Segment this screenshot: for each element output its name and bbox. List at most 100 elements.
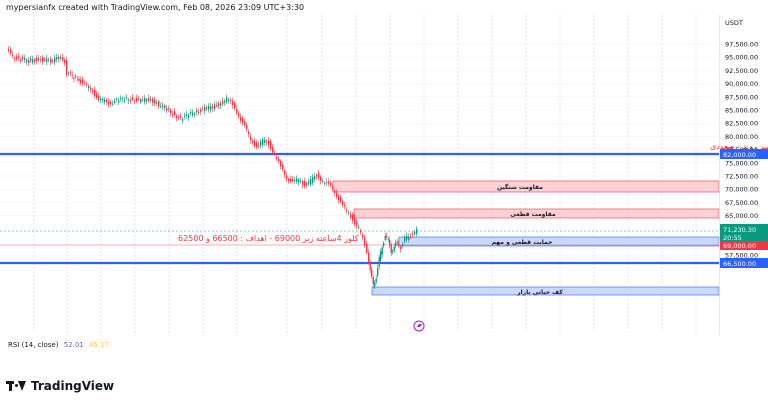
candle-body[interactable] [252,140,254,143]
candle-body[interactable] [168,108,170,110]
candle-body[interactable] [56,57,58,60]
candle-body[interactable] [100,98,102,101]
candle-body[interactable] [126,97,128,99]
candle-body[interactable] [150,99,152,101]
candle-body[interactable] [52,60,54,62]
candle-body[interactable] [368,252,370,263]
candle-body[interactable] [396,241,398,244]
candle-body[interactable] [294,180,296,182]
candle-body[interactable] [188,115,190,118]
candle-body[interactable] [242,118,244,123]
candle-body[interactable] [320,176,322,181]
candle-body[interactable] [348,212,350,214]
candle-body[interactable] [36,57,38,62]
candle-body[interactable] [174,111,176,115]
candle-body[interactable] [302,181,304,185]
candle-body[interactable] [228,99,230,101]
candle-body[interactable] [138,98,140,100]
candle-body[interactable] [106,99,108,102]
candle-body[interactable] [314,176,316,180]
candle-body[interactable] [366,243,368,253]
candle-body[interactable] [310,179,312,185]
candle-body[interactable] [384,235,386,240]
candle-body[interactable] [80,79,82,83]
candle-body[interactable] [32,59,34,63]
candle-body[interactable] [244,121,246,126]
candle-body[interactable] [406,236,408,240]
candle-body[interactable] [134,100,136,102]
candle-body[interactable] [69,72,72,74]
candle-body[interactable] [196,110,198,113]
candle-body[interactable] [240,116,242,121]
candle-body[interactable] [140,99,142,103]
candle-body[interactable] [372,276,374,285]
candle-body[interactable] [132,97,134,100]
candle-body[interactable] [8,49,10,51]
candle-body[interactable] [96,93,98,98]
candle-body[interactable] [296,178,298,182]
candle-body[interactable] [112,103,114,105]
candle-body[interactable] [381,247,383,255]
candle-body[interactable] [20,59,22,62]
candle-body[interactable] [336,192,338,197]
candle-body[interactable] [26,60,28,63]
candle-body[interactable] [71,74,73,76]
candle-body[interactable] [383,242,385,246]
candle-body[interactable] [238,113,240,117]
candle-body[interactable] [280,161,282,167]
candle-body[interactable] [360,230,362,233]
candle-body[interactable] [268,140,270,145]
candle-body[interactable] [142,99,144,101]
candle-body[interactable] [154,99,156,104]
candle-body[interactable] [386,236,388,238]
candle-body[interactable] [286,175,288,179]
candle-body[interactable] [192,112,194,116]
candle-body[interactable] [60,57,62,59]
candle-body[interactable] [94,89,96,97]
candle-body[interactable] [16,56,18,60]
candle-body[interactable] [22,57,24,60]
candle-body[interactable] [176,115,178,118]
candle-body[interactable] [44,59,46,61]
candle-body[interactable] [256,142,258,148]
candle-body[interactable] [156,102,158,104]
candle-body[interactable] [166,108,168,111]
candle-body[interactable] [82,79,84,84]
candle-body[interactable] [330,183,332,186]
candle-body[interactable] [278,158,280,162]
candle-body[interactable] [186,114,188,116]
candle-body[interactable] [260,141,262,146]
candle-body[interactable] [230,100,232,102]
candle-body[interactable] [334,190,336,193]
candle-body[interactable] [118,100,120,103]
candle-body[interactable] [274,152,276,155]
candle-body[interactable] [356,221,358,226]
candle-body[interactable] [114,101,116,103]
candle-body[interactable] [28,59,30,63]
candle-body[interactable] [374,282,376,287]
candle-body[interactable] [170,109,172,113]
candle-body[interactable] [288,178,290,181]
candle-body[interactable] [136,97,138,102]
candle-body[interactable] [387,239,389,240]
chart-canvas[interactable]: مقاومت سنگین مقاومت قطعی حمایت قطعی و مه… [0,15,768,350]
candle-body[interactable] [292,179,294,182]
candle-body[interactable] [284,170,286,175]
candle-body[interactable] [212,106,214,109]
candle-body[interactable] [222,101,224,104]
candle-body[interactable] [254,141,256,147]
candle-body[interactable] [184,115,186,117]
candle-body[interactable] [144,98,146,103]
candle-body[interactable] [226,97,228,103]
candle-body[interactable] [346,210,348,212]
candle-body[interactable] [160,105,162,107]
candle-body[interactable] [248,131,250,134]
candle-body[interactable] [408,236,410,240]
candle-body[interactable] [204,107,206,111]
candle-body[interactable] [316,175,318,177]
rsi-legend[interactable]: RSI (14, close) 52.01 45.17 [8,341,112,349]
candle-body[interactable] [232,101,234,106]
candle-body[interactable] [64,59,66,63]
price-axis[interactable]: USDT 97,500.00 95,000.00 92,500.00 90,000.0… [719,15,759,335]
candle-body[interactable] [10,50,12,54]
